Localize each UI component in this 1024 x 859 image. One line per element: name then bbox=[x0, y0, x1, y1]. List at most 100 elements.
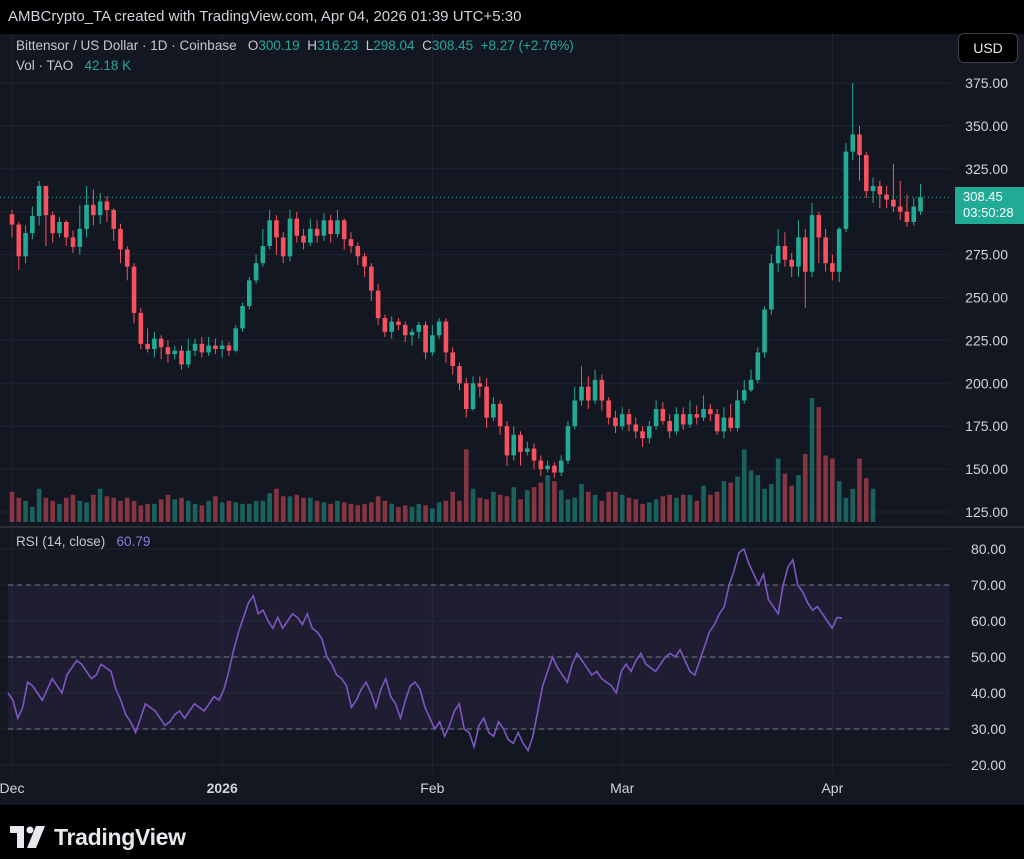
volume-bar bbox=[138, 505, 144, 522]
candlestick-series[interactable] bbox=[0, 83, 950, 478]
candle-body bbox=[409, 331, 415, 336]
candle-body bbox=[436, 321, 442, 336]
candle-body bbox=[443, 321, 449, 353]
candle-body bbox=[545, 465, 550, 470]
volume-bar bbox=[816, 407, 822, 522]
volume-bar bbox=[247, 503, 252, 522]
time-axis[interactable]: Dec 2026 Feb Mar Apr bbox=[0, 780, 844, 796]
volume-bar bbox=[131, 500, 137, 522]
candle-body bbox=[36, 185, 42, 216]
volume-bar bbox=[653, 499, 659, 522]
volume-bar bbox=[267, 493, 272, 522]
volume-bar bbox=[179, 497, 184, 522]
volume-bar bbox=[667, 494, 672, 522]
volume-bar bbox=[491, 491, 496, 522]
volume-bar bbox=[714, 491, 720, 522]
price-tick-label: 350.00 bbox=[965, 118, 1008, 134]
candle-body bbox=[579, 386, 584, 401]
candle-body bbox=[335, 220, 340, 235]
volume-bar bbox=[219, 502, 225, 522]
candle-body bbox=[497, 403, 503, 427]
candle-body bbox=[680, 414, 686, 425]
volume-bar bbox=[274, 488, 279, 522]
volume-bar bbox=[592, 494, 598, 522]
chart-canvas[interactable]: 375.00350.00325.00300.00275.00250.00225.… bbox=[0, 0, 1024, 805]
candle-body bbox=[504, 426, 510, 456]
volume-bar bbox=[850, 488, 856, 522]
candle-body bbox=[308, 228, 313, 243]
volume-bar bbox=[253, 500, 259, 522]
candle-body bbox=[850, 134, 856, 152]
candle-body bbox=[131, 266, 137, 313]
candle-body bbox=[30, 215, 35, 234]
volume-bar bbox=[124, 497, 130, 522]
candle-body bbox=[57, 221, 62, 234]
volume-bar bbox=[809, 398, 815, 522]
bar-countdown: 03:50:28 bbox=[963, 205, 1014, 220]
volume-bar bbox=[457, 500, 462, 522]
candle-body bbox=[830, 263, 835, 272]
tradingview-logo[interactable]: TradingView bbox=[10, 823, 186, 851]
candle-body bbox=[599, 379, 605, 401]
rsi-legend: RSI (14, close) 60.79 bbox=[16, 534, 150, 549]
attribution-text: AMBCrypto_TA created with TradingView.co… bbox=[8, 8, 522, 25]
currency-button[interactable]: USD bbox=[958, 33, 1018, 63]
volume-bar bbox=[538, 482, 544, 522]
volume-bar bbox=[280, 496, 286, 522]
candle-body bbox=[77, 228, 83, 247]
candle-body bbox=[748, 379, 754, 391]
candle-body bbox=[518, 434, 523, 452]
candle-body bbox=[348, 239, 354, 247]
candle-body bbox=[891, 199, 896, 207]
volume-bar bbox=[735, 476, 740, 522]
rsi-tick-label: 20.00 bbox=[971, 757, 1006, 773]
volume-bar bbox=[70, 494, 76, 522]
rsi-label[interactable]: RSI (14, close) bbox=[16, 534, 106, 549]
price-tick-label: 225.00 bbox=[965, 332, 1008, 348]
candle-body bbox=[124, 249, 130, 267]
volume-bar bbox=[775, 458, 781, 522]
symbol-name[interactable]: Bittensor / US Dollar · 1D · Coinbase bbox=[16, 38, 237, 53]
volume-bar bbox=[382, 500, 388, 522]
candle-body bbox=[626, 414, 632, 425]
volume-bar bbox=[565, 499, 571, 522]
candle-body bbox=[70, 237, 76, 247]
time-tick-label: 2026 bbox=[207, 780, 238, 796]
rsi-axis[interactable]: 80.00 70.00 60.00 50.00 40.00 30.00 20.00 bbox=[971, 541, 1006, 773]
candle-body bbox=[402, 324, 408, 336]
volume-bar bbox=[470, 488, 476, 522]
candle-body bbox=[735, 400, 740, 428]
volume-bar bbox=[545, 475, 550, 522]
price-tick-label: 275.00 bbox=[965, 247, 1008, 263]
volume-bar bbox=[748, 470, 754, 522]
candle-body bbox=[280, 237, 286, 257]
candle-body bbox=[592, 379, 598, 401]
candle-body bbox=[687, 414, 693, 425]
volume-label[interactable]: Vol · TAO bbox=[16, 58, 74, 73]
candle-body bbox=[653, 409, 659, 427]
rsi-line[interactable] bbox=[7, 547, 843, 753]
volume-bar bbox=[9, 491, 15, 522]
footer-bar bbox=[0, 805, 1024, 859]
volume-bar bbox=[857, 458, 862, 522]
high-label: H bbox=[307, 38, 317, 53]
volume-bar bbox=[836, 481, 842, 522]
volume-bar bbox=[430, 508, 435, 522]
volume-bar bbox=[206, 500, 211, 522]
volume-bar bbox=[308, 497, 313, 522]
volume-bar bbox=[97, 488, 103, 522]
candle-body bbox=[179, 350, 184, 365]
volume-bar bbox=[50, 500, 55, 522]
volume-bar bbox=[463, 449, 469, 522]
price-axis[interactable]: 375.00350.00325.00300.00275.00250.00225.… bbox=[965, 75, 1008, 520]
volume-bar bbox=[802, 453, 808, 522]
candle-body bbox=[253, 263, 259, 281]
candle-body bbox=[341, 220, 347, 240]
last-price: 308.45 bbox=[963, 189, 1003, 204]
candle-body bbox=[755, 352, 761, 380]
candle-body bbox=[531, 448, 537, 461]
volume-bar bbox=[619, 494, 625, 522]
volume-bar bbox=[633, 499, 639, 522]
candle-body bbox=[111, 209, 116, 229]
